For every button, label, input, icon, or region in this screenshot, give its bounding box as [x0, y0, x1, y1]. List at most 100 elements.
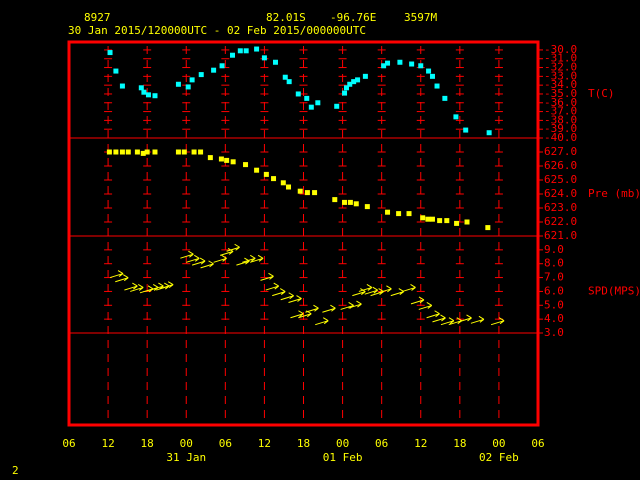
- longitude: -96.76E: [330, 11, 376, 24]
- y-tick-label: 9.0: [544, 243, 564, 256]
- y-tick-label: 7.0: [544, 271, 564, 284]
- data-point: [343, 85, 349, 91]
- wind-arrow: [236, 257, 250, 266]
- wind-arrow: [378, 285, 392, 294]
- data-point: [106, 149, 112, 155]
- wind-arrow: [290, 310, 304, 319]
- x-tick-label: 06: [219, 437, 232, 450]
- data-point: [485, 225, 491, 231]
- wind-arrow: [358, 284, 373, 292]
- data-point: [282, 74, 288, 80]
- wind-arrow: [265, 282, 280, 291]
- data-point: [243, 162, 249, 168]
- data-point: [409, 61, 415, 67]
- wind-arrow: [426, 310, 440, 319]
- data-point: [342, 90, 348, 96]
- data-point: [464, 219, 470, 225]
- data-point: [453, 114, 459, 120]
- wind-arrow: [470, 315, 485, 324]
- data-point: [185, 84, 191, 90]
- y-tick-label: -36.0: [544, 96, 577, 109]
- wind-arrow: [402, 284, 416, 292]
- data-point: [342, 199, 348, 205]
- latitude: 82.01S: [266, 11, 306, 24]
- date-label: 01 Feb: [323, 451, 363, 464]
- y-tick-label: 5.0: [544, 298, 564, 311]
- date-label: 31 Jan: [166, 451, 206, 464]
- data-point: [308, 104, 314, 110]
- wind-arrow: [109, 270, 124, 279]
- y-tick-label: 6.0: [544, 284, 564, 297]
- y-tick-label: -34.0: [544, 78, 577, 91]
- y-tick-label: 622.0: [544, 215, 577, 228]
- x-tick-label: 18: [141, 437, 154, 450]
- wind-arrow: [305, 304, 319, 313]
- y-tick-label: 4.0: [544, 312, 564, 325]
- data-point: [396, 211, 402, 217]
- y-tick-label: 621.0: [544, 229, 577, 242]
- data-point: [113, 149, 119, 155]
- x-tick-label: 00: [336, 437, 349, 450]
- wind-arrow: [432, 314, 446, 323]
- data-point: [140, 150, 146, 156]
- y-tick-label: 8.0: [544, 257, 564, 270]
- data-point: [181, 149, 187, 155]
- data-point: [134, 149, 140, 155]
- data-point: [385, 60, 391, 66]
- data-point: [463, 127, 469, 133]
- x-tick-label: 06: [531, 437, 544, 450]
- x-tick-label: 06: [62, 437, 75, 450]
- data-point: [211, 67, 217, 73]
- wind-arrow: [315, 317, 329, 326]
- data-point: [119, 83, 125, 89]
- wind-arrow: [348, 300, 362, 309]
- wind-arrow: [200, 260, 214, 269]
- data-point: [418, 63, 424, 69]
- wind-arrow: [410, 296, 425, 305]
- data-point: [229, 52, 235, 58]
- data-point: [113, 68, 119, 74]
- data-point: [286, 184, 292, 190]
- data-point: [152, 149, 158, 155]
- y-tick-label: -37.0: [544, 105, 577, 118]
- data-point: [261, 55, 267, 61]
- data-point: [406, 211, 412, 217]
- data-point: [425, 216, 431, 222]
- data-point: [304, 190, 310, 196]
- data-point: [243, 48, 249, 54]
- wind-arrow: [180, 250, 194, 259]
- y-tick-label: 627.0: [544, 145, 577, 158]
- data-point: [254, 46, 260, 52]
- frame: [67, 40, 540, 427]
- station-id: 8927: [84, 11, 111, 24]
- period: 30 Jan 2015/120000UTC - 02 Feb 2015/0000…: [68, 24, 366, 37]
- wind-arrow: [160, 281, 174, 290]
- data-point: [355, 77, 361, 83]
- data-point: [230, 159, 236, 165]
- wind-arrow: [191, 257, 206, 266]
- data-point: [219, 63, 225, 69]
- y-tick-label: -32.0: [544, 61, 577, 74]
- panel-label: SPD(MPS): [588, 284, 640, 297]
- data-point: [434, 83, 440, 89]
- wind-arrow: [364, 286, 379, 295]
- data-point: [198, 72, 204, 78]
- wind-arrow: [260, 272, 274, 281]
- x-tick-label: 00: [180, 437, 193, 450]
- data-point: [218, 156, 224, 162]
- elevation: 3597M: [404, 11, 437, 24]
- data-point: [437, 218, 443, 224]
- data-point: [263, 171, 269, 177]
- y-tick-label: 3.0: [544, 326, 564, 339]
- data-point: [272, 59, 278, 65]
- x-tick-label: 06: [375, 437, 388, 450]
- data-point: [145, 92, 151, 98]
- data-point: [175, 81, 181, 87]
- y-tick-label: 625.0: [544, 173, 577, 186]
- data-point: [351, 79, 357, 85]
- data-point: [191, 149, 197, 155]
- data-point: [237, 48, 243, 54]
- y-tick-label: -39.0: [544, 122, 577, 135]
- wind-arrow: [418, 302, 433, 310]
